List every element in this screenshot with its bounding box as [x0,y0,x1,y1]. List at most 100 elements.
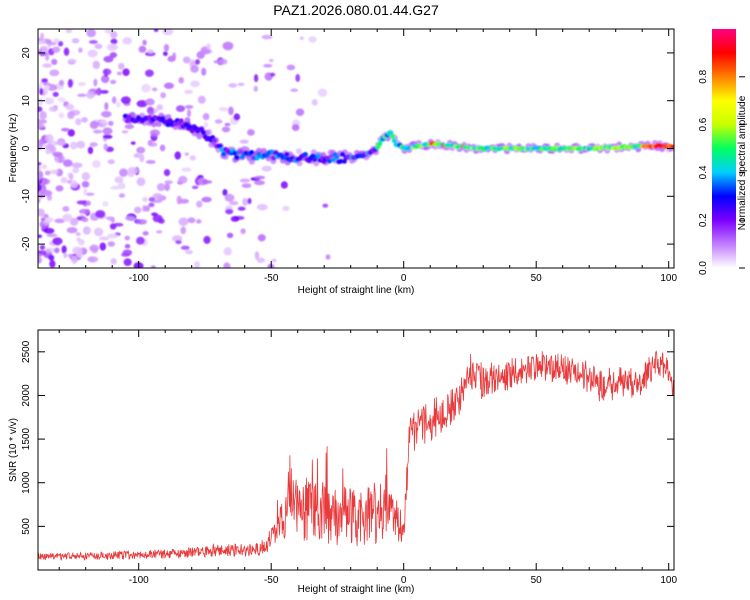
spectrum-speckle [156,230,163,234]
spectrum-speckle [224,193,235,202]
y-tick-label: 10 [21,95,32,107]
spectrum-speckle [222,41,234,51]
spectrum-speckle [230,215,240,222]
spectrum-speckle [107,159,115,165]
spectrum-speckle [69,179,78,188]
spectrum-speckle [38,139,46,145]
spectrum-speckle [107,241,116,247]
spectrum-speckle [42,63,53,68]
spectrum-speckle [145,160,156,164]
spectrum-speckle [110,31,118,39]
spectrum-speckle [134,206,142,214]
spectrum-speckle [118,62,125,70]
spectrum-ridge-cell [217,143,223,149]
spectrum-speckle [52,46,61,53]
spectrum-speckle [60,176,68,184]
spectrum-speckle [40,32,45,40]
spectrogram-x-label: Height of straight line (km) [298,285,415,296]
spectrum-speckle [206,43,211,50]
spectrum-speckle [85,192,95,196]
spectrum-speckle [45,170,51,176]
spectrum-ridge-halo [196,133,203,140]
spectrum-speckle [158,218,165,224]
snr-y-label: SNR (10 * v/v) [8,418,19,482]
spectrum-speckle [325,254,331,260]
spectrum-speckle [67,111,75,119]
spectrum-speckle [89,142,98,147]
spectrum-speckle [142,197,148,202]
spectrum-speckle [176,195,182,205]
spectrum-speckle [38,123,45,129]
spectrum-speckle [71,162,83,169]
spectrum-speckle [112,222,124,227]
spectrum-speckle [136,177,146,186]
spectrum-speckle [311,98,318,106]
spectrum-speckle [214,119,223,124]
spectrum-ridge-cell [200,130,206,135]
spectrum-speckle [38,234,43,239]
spectrum-speckle [256,257,265,264]
spectrum-speckle [261,34,273,40]
spectrogram-y-axis: -20 -10 0 10 20 [21,47,674,251]
spectrum-ridge-cell [189,128,195,134]
spectrum-speckle [118,193,126,198]
spectrum-speckle [162,51,168,57]
spectrum-speckle [104,102,109,111]
spectrum-speckle [181,167,192,172]
spectrum-speckle [144,205,151,212]
x-tick-label: 100 [660,575,677,586]
spectrum-speckle [109,52,118,58]
spectrum-speckle [195,59,201,65]
spectrum-ridge-cell [248,150,255,155]
y-tick-label: 500 [21,518,32,535]
snr-x-axis: -100 -50 0 50 100 [58,330,677,586]
spectrum-speckle [75,118,82,126]
spectrum-speckle [271,258,277,263]
spectrum-speckle [58,79,65,86]
spectrum-speckle [102,134,113,139]
spectrum-speckle [111,96,117,104]
spectrum-speckle [88,256,95,262]
spectrum-speckle [96,87,102,96]
spectrum-speckle [95,210,106,219]
colorbar-tick-label: 0.2 [698,213,709,227]
spectrum-speckle [218,106,229,112]
spectrum-speckle [163,82,175,89]
spectrum-speckle [186,109,192,118]
spectrum-speckle [163,169,171,177]
spectrum-speckle [152,87,158,92]
spectrum-speckle [99,119,107,124]
spectrum-speckle [55,241,60,246]
spectrum-speckle [50,169,59,175]
colorbar-label: Normalized spectral amplitude [737,95,748,230]
spectrum-speckle [38,183,43,192]
spectrum-speckle [119,168,128,177]
spectrum-speckle [69,141,78,150]
spectrum-speckle [270,72,276,77]
spectrum-speckle [72,167,80,174]
spectrum-speckle [78,47,83,53]
spectrum-speckle [184,89,194,95]
spectrum-speckle [160,92,166,99]
spectrum-speckle [308,36,317,43]
snr-panel: -100 -50 0 50 100 500 1000 1500 2000 2500 Height… [8,329,677,595]
spectrum-speckle [39,87,44,96]
spectrum-ridge-cell [167,117,173,123]
spectrum-speckle [139,153,145,163]
y-tick-label: 2500 [21,340,32,363]
spectrum-speckle [102,68,112,76]
spectrum-speckle [239,178,251,183]
spectrum-speckle [45,149,51,155]
spectrum-speckle [225,208,234,215]
spectrum-speckle [38,106,43,113]
spectrum-speckle [39,178,51,185]
spectrum-speckle [38,162,42,166]
spectrum-speckle [115,101,121,108]
spectrum-speckle [185,249,194,255]
y-tick-label: -10 [21,189,32,204]
spectrum-speckle [148,202,155,208]
x-tick-label: 50 [531,273,543,284]
spectrum-speckle [58,154,63,164]
spectrum-speckle [253,85,258,92]
spectrum-speckle [233,113,241,121]
